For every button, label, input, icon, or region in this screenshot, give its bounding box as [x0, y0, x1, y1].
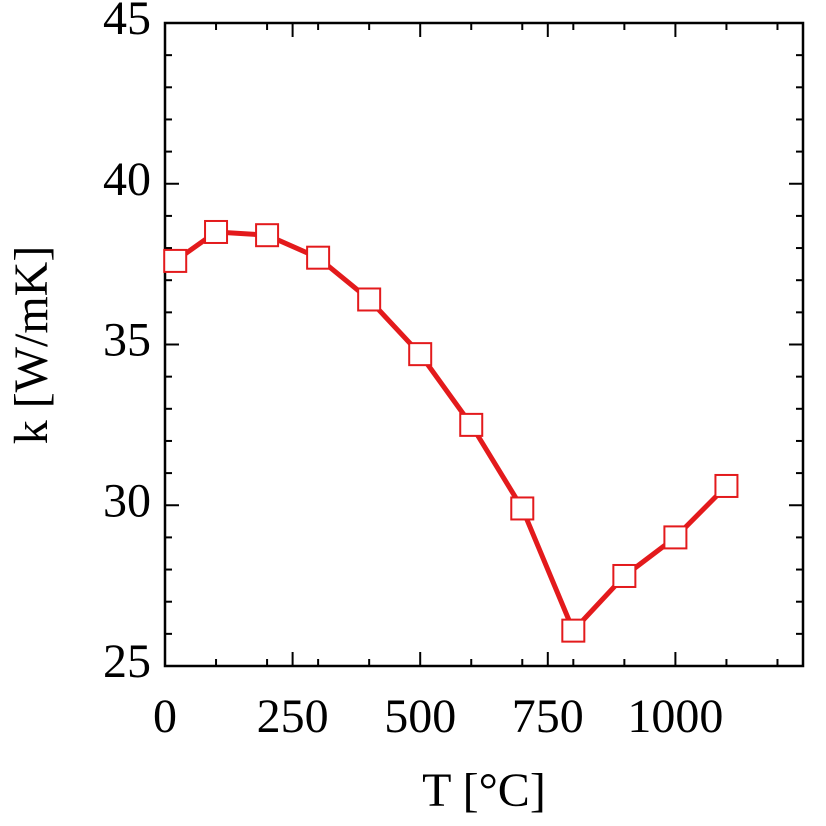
data-point: [561, 618, 586, 643]
data-point: [510, 496, 535, 521]
y-tick-label: 25: [103, 635, 151, 688]
plot-frame: [163, 21, 805, 668]
data-point: [612, 563, 637, 588]
x-tick-label: 750: [512, 690, 584, 743]
x-tick-label: 500: [384, 690, 456, 743]
data-point: [408, 342, 433, 367]
x-tick-label: 1000: [627, 690, 723, 743]
y-tick-label: 35: [103, 314, 151, 367]
y-tick-label: 30: [103, 474, 151, 527]
data-point: [306, 245, 331, 270]
y-tick-label: 45: [103, 0, 151, 45]
x-tick-label: 250: [257, 690, 329, 743]
data-point: [714, 473, 739, 498]
data-point: [663, 525, 688, 550]
data-line: [173, 229, 729, 634]
x-axis-label: T [°C]: [422, 764, 546, 817]
data-point: [204, 219, 229, 244]
x-tick-label: 0: [153, 690, 177, 743]
data-point: [459, 412, 484, 437]
data-point: [357, 287, 382, 312]
y-axis-label: k [W/mK]: [5, 246, 58, 445]
data-point: [163, 248, 188, 273]
y-tick-label: 40: [103, 153, 151, 206]
data-point: [255, 223, 280, 248]
